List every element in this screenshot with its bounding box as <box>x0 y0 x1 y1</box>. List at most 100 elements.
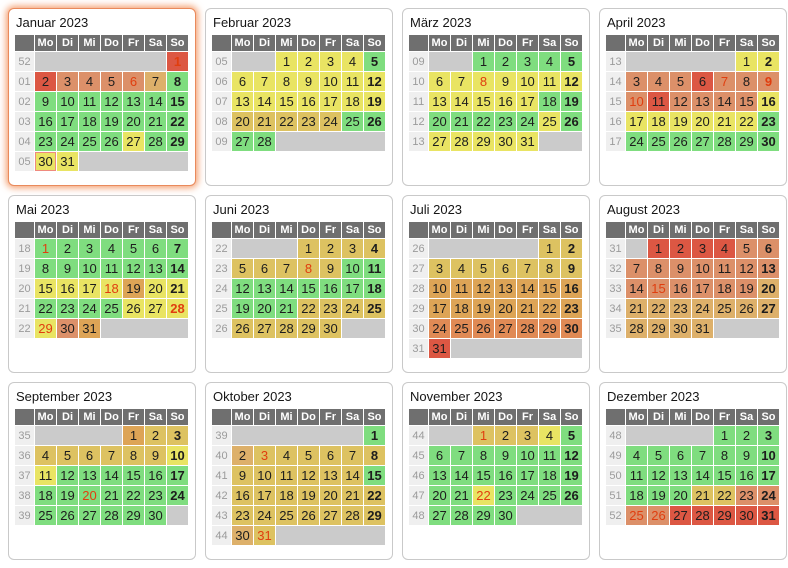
day-cell[interactable]: 12 <box>123 259 144 278</box>
day-cell[interactable]: 27 <box>429 506 450 525</box>
day-cell[interactable]: 4 <box>539 52 560 71</box>
day-cell[interactable]: 24 <box>517 486 538 505</box>
day-cell[interactable]: 7 <box>342 446 363 465</box>
day-cell[interactable]: 31 <box>79 319 100 338</box>
day-cell[interactable]: 2 <box>57 239 78 258</box>
day-cell[interactable]: 5 <box>473 259 494 278</box>
day-cell[interactable]: 12 <box>364 72 385 91</box>
day-cell[interactable]: 17 <box>254 486 275 505</box>
day-cell[interactable]: 27 <box>692 132 713 151</box>
day-cell[interactable]: 30 <box>670 319 691 338</box>
day-cell[interactable]: 8 <box>123 446 144 465</box>
day-cell[interactable]: 22 <box>648 299 669 318</box>
day-cell[interactable]: 15 <box>35 279 56 298</box>
day-cell[interactable]: 28 <box>451 506 472 525</box>
day-cell[interactable]: 9 <box>320 259 341 278</box>
day-cell[interactable]: 8 <box>736 72 757 91</box>
day-cell[interactable]: 26 <box>561 486 582 505</box>
day-cell[interactable]: 31 <box>517 132 538 151</box>
day-cell[interactable]: 6 <box>429 72 450 91</box>
day-cell[interactable]: 20 <box>429 486 450 505</box>
day-cell[interactable]: 16 <box>670 279 691 298</box>
day-cell[interactable]: 5 <box>736 239 757 258</box>
day-cell[interactable]: 7 <box>145 72 166 91</box>
day-cell[interactable]: 7 <box>254 72 275 91</box>
day-cell[interactable]: 11 <box>539 72 560 91</box>
day-cell[interactable]: 3 <box>517 426 538 445</box>
day-cell[interactable]: 15 <box>364 466 385 485</box>
day-cell[interactable]: 26 <box>561 112 582 131</box>
day-cell[interactable]: 19 <box>561 466 582 485</box>
day-cell[interactable]: 13 <box>320 466 341 485</box>
day-cell[interactable]: 6 <box>758 239 779 258</box>
day-cell[interactable]: 14 <box>276 279 297 298</box>
day-cell[interactable]: 25 <box>539 486 560 505</box>
day-cell[interactable]: 14 <box>451 92 472 111</box>
day-cell[interactable]: 20 <box>232 112 253 131</box>
day-cell[interactable]: 23 <box>561 299 582 318</box>
day-cell[interactable]: 8 <box>35 259 56 278</box>
day-cell[interactable]: 11 <box>342 72 363 91</box>
day-cell[interactable]: 18 <box>539 92 560 111</box>
day-cell[interactable]: 8 <box>473 446 494 465</box>
day-cell[interactable]: 2 <box>35 72 56 91</box>
day-cell[interactable]: 2 <box>232 446 253 465</box>
day-cell[interactable]: 28 <box>101 506 122 525</box>
day-cell[interactable]: 5 <box>648 446 669 465</box>
day-cell[interactable]: 4 <box>451 259 472 278</box>
day-cell[interactable]: 28 <box>145 132 166 151</box>
day-cell[interactable]: 18 <box>451 299 472 318</box>
day-cell[interactable]: 17 <box>320 92 341 111</box>
day-cell[interactable]: 19 <box>561 92 582 111</box>
day-cell[interactable]: 1 <box>539 239 560 258</box>
day-cell[interactable]: 28 <box>692 506 713 525</box>
day-cell[interactable]: 24 <box>517 112 538 131</box>
day-cell[interactable]: 10 <box>758 446 779 465</box>
day-cell[interactable]: 9 <box>495 446 516 465</box>
day-cell[interactable]: 16 <box>495 92 516 111</box>
day-cell[interactable]: 15 <box>714 466 735 485</box>
day-cell[interactable]: 24 <box>342 299 363 318</box>
day-cell[interactable]: 30 <box>57 319 78 338</box>
day-cell[interactable]: 19 <box>101 112 122 131</box>
day-cell[interactable]: 29 <box>648 319 669 338</box>
day-cell[interactable]: 22 <box>714 486 735 505</box>
day-cell[interactable]: 26 <box>736 299 757 318</box>
day-cell[interactable]: 12 <box>736 259 757 278</box>
day-cell[interactable]: 25 <box>79 132 100 151</box>
day-cell[interactable]: 9 <box>232 466 253 485</box>
day-cell[interactable]: 18 <box>626 486 647 505</box>
day-cell[interactable]: 4 <box>35 446 56 465</box>
day-cell[interactable]: 29 <box>298 319 319 338</box>
day-cell[interactable]: 22 <box>167 112 188 131</box>
day-cell[interactable]: 27 <box>320 506 341 525</box>
day-cell[interactable]: 25 <box>342 112 363 131</box>
day-cell[interactable]: 6 <box>145 239 166 258</box>
day-cell[interactable]: 17 <box>79 279 100 298</box>
day-cell[interactable]: 24 <box>429 319 450 338</box>
day-cell[interactable]: 9 <box>561 259 582 278</box>
day-cell[interactable]: 1 <box>35 239 56 258</box>
day-cell[interactable]: 24 <box>167 486 188 505</box>
day-cell[interactable]: 13 <box>670 466 691 485</box>
day-cell[interactable]: 8 <box>298 259 319 278</box>
day-cell[interactable]: 16 <box>35 112 56 131</box>
day-cell[interactable]: 30 <box>758 132 779 151</box>
day-cell[interactable]: 18 <box>648 112 669 131</box>
day-cell[interactable]: 3 <box>692 239 713 258</box>
day-cell[interactable]: 29 <box>539 319 560 338</box>
day-cell[interactable]: 3 <box>342 239 363 258</box>
day-cell[interactable]: 9 <box>57 259 78 278</box>
day-cell[interactable]: 8 <box>539 259 560 278</box>
day-cell[interactable]: 20 <box>495 299 516 318</box>
day-cell[interactable]: 12 <box>298 466 319 485</box>
day-cell[interactable]: 21 <box>101 486 122 505</box>
day-cell[interactable]: 11 <box>276 466 297 485</box>
day-cell[interactable]: 29 <box>123 506 144 525</box>
day-cell[interactable]: 13 <box>758 259 779 278</box>
day-cell[interactable]: 8 <box>714 446 735 465</box>
day-cell[interactable]: 4 <box>714 239 735 258</box>
day-cell[interactable]: 20 <box>670 486 691 505</box>
day-cell[interactable]: 3 <box>517 52 538 71</box>
day-cell[interactable]: 4 <box>101 239 122 258</box>
